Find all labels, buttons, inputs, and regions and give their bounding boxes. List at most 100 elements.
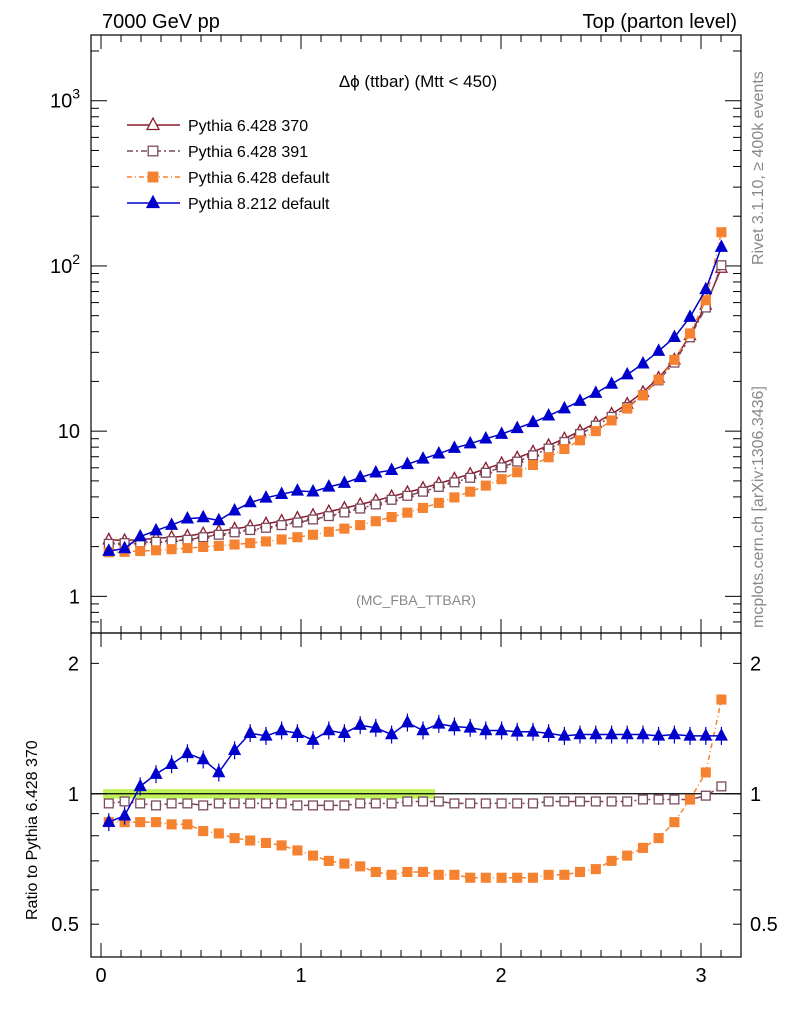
data-point bbox=[307, 514, 319, 525]
data-point bbox=[714, 239, 728, 252]
data-point bbox=[480, 872, 491, 883]
data-point bbox=[150, 817, 162, 828]
data-point bbox=[683, 728, 697, 741]
legend-label: Pythia 6.428 391 bbox=[188, 144, 308, 161]
data-point bbox=[306, 732, 320, 745]
data-point bbox=[307, 529, 319, 540]
data-point bbox=[322, 479, 336, 492]
data-point bbox=[213, 540, 224, 551]
data-point bbox=[496, 798, 507, 809]
data-point bbox=[243, 725, 257, 738]
data-point bbox=[465, 486, 476, 497]
data-point bbox=[150, 800, 162, 811]
data-point bbox=[370, 499, 381, 510]
data-point bbox=[543, 796, 554, 807]
data-point bbox=[669, 817, 680, 828]
series-line bbox=[108, 232, 723, 553]
ratio-y-tick-label-left: 1 bbox=[68, 784, 79, 806]
ratio-y-tick-label-right: 2 bbox=[750, 653, 761, 675]
data-point bbox=[229, 527, 240, 538]
data-point bbox=[147, 171, 159, 183]
data-point bbox=[447, 440, 461, 453]
data-point bbox=[416, 451, 430, 464]
data-point bbox=[166, 544, 177, 555]
data-point bbox=[700, 767, 711, 778]
data-point bbox=[542, 407, 556, 421]
data-point bbox=[716, 781, 727, 792]
data-point bbox=[573, 726, 587, 740]
data-point bbox=[180, 745, 194, 759]
series-line bbox=[108, 721, 722, 823]
data-point bbox=[260, 536, 272, 547]
data-point bbox=[557, 728, 571, 741]
data-point bbox=[512, 467, 523, 478]
data-point bbox=[276, 520, 287, 531]
data-point bbox=[150, 545, 162, 556]
data-point bbox=[196, 509, 210, 523]
data-point bbox=[606, 855, 617, 866]
data-point bbox=[339, 858, 350, 869]
data-point bbox=[229, 539, 240, 550]
data-point bbox=[495, 722, 509, 736]
data-point bbox=[574, 866, 586, 878]
data-point bbox=[449, 798, 460, 809]
data-point bbox=[260, 522, 272, 533]
data-point bbox=[402, 490, 413, 501]
header-left: 7000 GeV pp bbox=[102, 11, 220, 33]
data-point bbox=[449, 477, 460, 488]
data-point bbox=[652, 728, 666, 741]
data-point bbox=[290, 725, 304, 738]
data-point bbox=[337, 475, 351, 488]
data-point bbox=[323, 855, 334, 866]
data-point bbox=[653, 374, 664, 385]
series-line bbox=[108, 699, 723, 879]
data-point bbox=[714, 728, 728, 741]
data-point bbox=[149, 522, 163, 536]
data-point bbox=[683, 309, 697, 322]
data-point bbox=[669, 794, 680, 805]
data-point bbox=[605, 376, 619, 389]
data-point bbox=[135, 798, 146, 809]
data-point bbox=[339, 523, 350, 534]
data-point bbox=[433, 497, 444, 508]
data-point bbox=[323, 526, 334, 537]
data-point bbox=[292, 532, 303, 543]
data-point bbox=[653, 833, 664, 844]
x-tick-label: 1 bbox=[295, 965, 306, 987]
data-point bbox=[684, 328, 696, 339]
data-point bbox=[700, 790, 711, 801]
data-point bbox=[337, 725, 351, 738]
data-point bbox=[198, 532, 209, 543]
data-point bbox=[292, 800, 303, 811]
data-point bbox=[700, 295, 711, 306]
data-point bbox=[716, 227, 727, 238]
ratio-ylabel: Ratio to Pythia 6.428 370 bbox=[24, 740, 41, 920]
data-point bbox=[620, 366, 634, 380]
main-series-group bbox=[102, 227, 728, 558]
data-point bbox=[559, 796, 570, 807]
ratio-y-tick-label-left: 2 bbox=[68, 653, 79, 675]
data-point bbox=[400, 714, 414, 728]
series-line bbox=[108, 785, 722, 807]
ratio-series-group bbox=[102, 694, 728, 883]
data-point bbox=[135, 817, 146, 828]
data-point bbox=[699, 281, 713, 295]
data-point bbox=[479, 722, 493, 736]
data-point bbox=[433, 481, 444, 492]
data-point bbox=[480, 467, 491, 478]
data-point bbox=[355, 503, 366, 514]
data-point bbox=[463, 720, 477, 733]
data-point bbox=[322, 722, 336, 736]
data-point bbox=[102, 814, 116, 827]
data-point bbox=[606, 415, 617, 426]
data-point bbox=[637, 390, 649, 401]
data-point bbox=[386, 494, 397, 505]
data-point bbox=[465, 872, 476, 883]
data-point bbox=[449, 492, 460, 503]
data-point bbox=[198, 826, 209, 837]
data-point bbox=[510, 420, 524, 434]
data-point bbox=[542, 725, 556, 738]
data-point bbox=[590, 864, 601, 875]
data-point bbox=[496, 872, 507, 883]
legend-label: Pythia 6.428 default bbox=[188, 170, 330, 187]
